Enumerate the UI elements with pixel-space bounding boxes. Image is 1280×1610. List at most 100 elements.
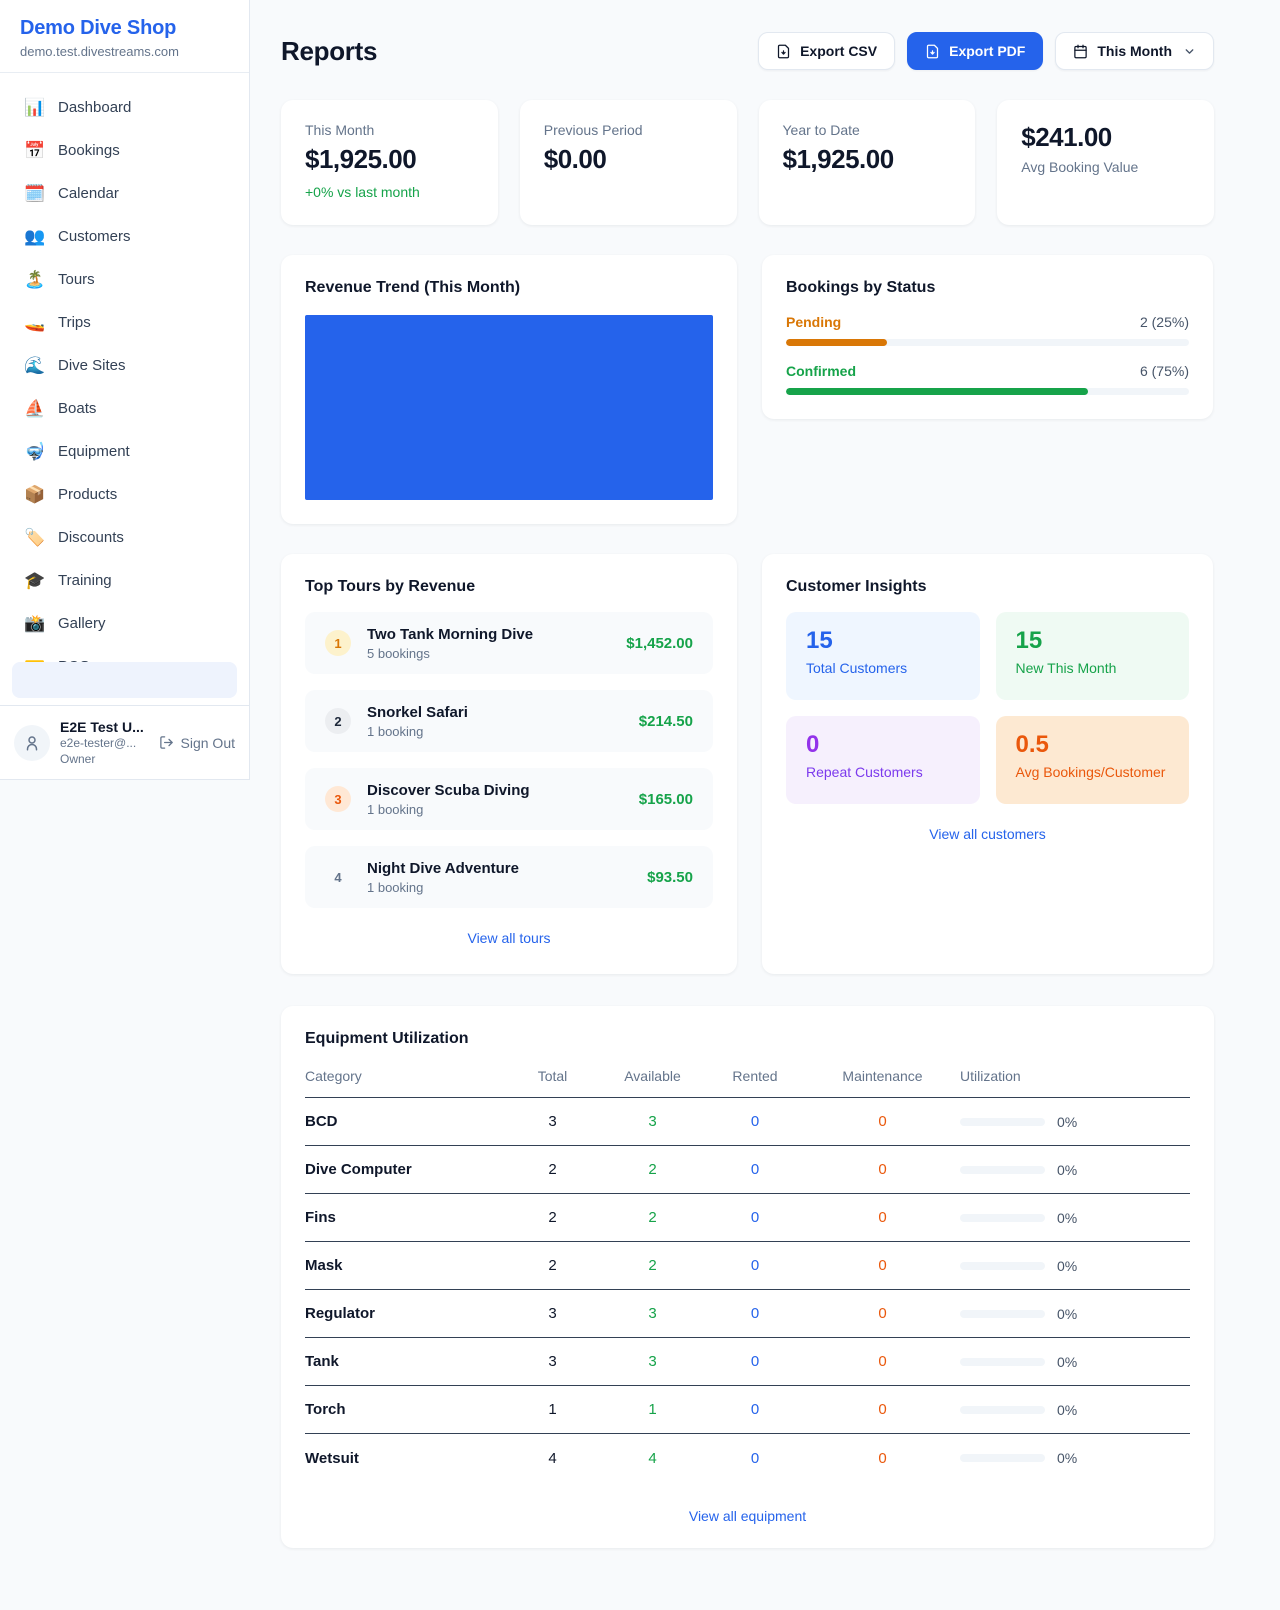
status-value: 6 (75%) <box>1139 363 1189 379</box>
tours-list: 1 Two Tank Morning Dive 5 bookings $1,45… <box>305 612 713 908</box>
equipment-utilization-cell: 0% <box>960 1306 1190 1322</box>
insight-value: 15 <box>806 627 833 654</box>
utilization-percent: 0% <box>1057 1450 1078 1466</box>
sidebar-item[interactable]: 📸 Gallery <box>12 605 237 641</box>
header-actions: Export CSV Export PDF This Month <box>758 32 1214 70</box>
sign-out-button[interactable]: Sign Out <box>159 735 235 751</box>
sign-out-icon <box>159 736 173 749</box>
tour-name: Two Tank Morning Dive <box>367 625 534 643</box>
table-row: Mask 2 2 0 0 0% <box>305 1242 1190 1290</box>
sidebar-item[interactable]: 🚤 Trips <box>12 304 237 340</box>
equipment-available: 3 <box>648 1305 657 1322</box>
shop-domain: demo.test.divestreams.com <box>20 44 179 59</box>
avatar <box>14 724 50 761</box>
equipment-utilization-cell: 0% <box>960 1402 1190 1418</box>
status-progress-track <box>786 388 1189 395</box>
export-csv-button[interactable]: Export CSV <box>758 32 896 70</box>
utilization-track <box>960 1405 1045 1414</box>
status-row: Confirmed 6 (75%) <box>786 363 1189 395</box>
shop-title: Demo Dive Shop <box>20 17 177 39</box>
utilization-percent: 0% <box>1057 1401 1078 1418</box>
sidebar-item[interactable]: 📊 Dashboard <box>12 89 237 125</box>
equipment-total: 3 <box>548 1113 557 1130</box>
sidebar-item-label: POS <box>58 658 90 663</box>
column-total: Total <box>537 1068 568 1084</box>
dive-sites-icon: 🌊 <box>24 355 46 375</box>
equipment-utilization-cell: 0% <box>960 1162 1190 1178</box>
tour-name: Snorkel Safari <box>367 703 468 721</box>
shop-header: Demo Dive Shop demo.test.divestreams.com <box>0 0 249 73</box>
status-progress-track <box>786 339 1189 346</box>
utilization-track <box>960 1213 1045 1222</box>
period-dropdown[interactable]: This Month <box>1055 32 1214 70</box>
status-list: Pending 2 (25%) Confirmed 6 (75%) <box>786 314 1189 395</box>
table-row: Wetsuit 4 4 0 0 0% <box>305 1434 1190 1482</box>
calendar-icon: 🗓️ <box>24 183 46 203</box>
sidebar-item[interactable]: 💳 POS <box>12 648 237 663</box>
stat-value: $1,925.00 <box>305 144 417 174</box>
file-download-icon <box>926 44 939 58</box>
sidebar-item-label: Discounts <box>58 528 124 546</box>
sidebar-item[interactable]: 🤿 Equipment <box>12 433 237 469</box>
sidebar-item-label: Products <box>58 485 118 503</box>
equipment-maintenance: 0 <box>878 1401 887 1418</box>
sidebar-item[interactable]: 👥 Customers <box>12 218 237 254</box>
insight-tile: 0 Repeat Customers <box>786 716 980 804</box>
column-rented: Rented <box>732 1068 778 1084</box>
sidebar-item[interactable]: 📅 Bookings <box>12 132 237 168</box>
stat-value: $1,925.00 <box>782 144 895 174</box>
insight-value: 15 <box>1015 627 1043 654</box>
equipment-utilization-title: Equipment Utilization <box>305 1030 469 1047</box>
sidebar-item[interactable]: 📦 Products <box>12 476 237 512</box>
status-progress-fill <box>786 339 887 346</box>
equipment-table: Category Total Available Rented Maintena… <box>305 1068 1190 1482</box>
sidebar-item[interactable]: 🏷️ Discounts <box>12 519 237 555</box>
utilization-percent: 0% <box>1057 1305 1078 1322</box>
sidebar-item-label: Trips <box>58 313 91 331</box>
equipment-total: 2 <box>548 1209 557 1226</box>
sidebar-item-reports-active[interactable] <box>12 662 237 698</box>
dashboard-icon: 📊 <box>24 97 46 117</box>
status-value: 2 (25%) <box>1139 314 1189 330</box>
sidebar-item[interactable]: ⛵ Boats <box>12 390 237 426</box>
bookings-icon: 📅 <box>24 140 46 160</box>
sidebar-item[interactable]: 🗓️ Calendar <box>12 175 237 211</box>
equipment-total: 3 <box>548 1353 557 1370</box>
sidebar-item-label: Bookings <box>58 141 120 159</box>
export-pdf-button[interactable]: Export PDF <box>907 32 1044 70</box>
main-content: Reports Export CSV Export PDF This Month… <box>250 0 1280 1588</box>
equipment-rows: BCD 3 3 0 0 0% Dive Computer 2 <box>305 1098 1190 1482</box>
table-row: Tank 3 3 0 0 0% <box>305 1338 1190 1386</box>
top-tours-title: Top Tours by Revenue <box>305 578 476 595</box>
bookings-by-status-card: Bookings by Status Pending 2 (25%) <box>762 255 1213 419</box>
stat-label: Year to Date <box>782 122 860 138</box>
equipment-maintenance: 0 <box>878 1305 887 1322</box>
view-all-customers-link[interactable]: View all customers <box>929 826 1046 842</box>
equipment-total: 2 <box>548 1161 557 1178</box>
table-row: Regulator 3 3 0 0 0% <box>305 1290 1190 1338</box>
stat-label: This Month <box>305 122 375 138</box>
stat-card-this-month: This Month $1,925.00 +0% vs last month <box>281 100 498 225</box>
utilization-percent: 0% <box>1057 1113 1078 1130</box>
sidebar-item-label: Boats <box>58 399 97 417</box>
column-utilization: Utilization <box>960 1068 1021 1084</box>
customers-icon: 👥 <box>24 226 46 246</box>
sidebar-item-label: Gallery <box>58 614 106 632</box>
equipment-category: Tank <box>305 1353 339 1370</box>
tour-revenue: $165.00 <box>638 790 693 808</box>
stat-value: $241.00 <box>1021 122 1112 152</box>
sidebar-item[interactable]: 🎓 Training <box>12 562 237 598</box>
bookings-by-status-title: Bookings by Status <box>786 279 936 296</box>
equipment-utilization-cell: 0% <box>960 1258 1190 1274</box>
sidebar-item-label: Customers <box>58 227 131 245</box>
equipment-utilization-cell: 0% <box>960 1210 1190 1226</box>
sidebar-item[interactable]: 🏝️ Tours <box>12 261 237 297</box>
table-row: Dive Computer 2 2 0 0 0% <box>305 1146 1190 1194</box>
view-all-tours-link[interactable]: View all tours <box>467 930 551 946</box>
view-all-equipment-link[interactable]: View all equipment <box>688 1508 807 1524</box>
stat-card-previous-period: Previous Period $0.00 <box>519 100 737 225</box>
column-category: Category <box>305 1068 362 1084</box>
sidebar-item[interactable]: 🌊 Dive Sites <box>12 347 237 383</box>
tour-revenue: $1,452.00 <box>626 634 693 652</box>
equipment-available: 2 <box>648 1161 657 1178</box>
